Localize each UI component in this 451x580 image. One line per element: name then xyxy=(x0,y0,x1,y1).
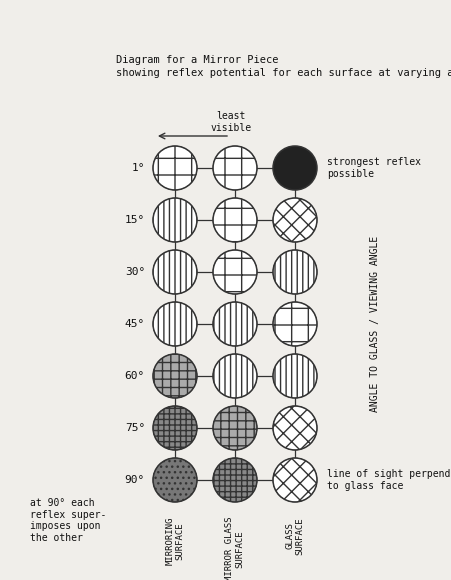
Circle shape xyxy=(212,354,257,398)
Circle shape xyxy=(272,354,316,398)
Circle shape xyxy=(152,354,197,398)
Circle shape xyxy=(212,302,257,346)
Text: Diagram for a Mirror Piece: Diagram for a Mirror Piece xyxy=(116,55,278,65)
Circle shape xyxy=(212,354,257,398)
Circle shape xyxy=(152,354,197,398)
Text: 15°: 15° xyxy=(124,215,145,225)
Circle shape xyxy=(152,250,197,294)
Circle shape xyxy=(212,458,257,502)
Circle shape xyxy=(152,198,197,242)
Circle shape xyxy=(212,406,257,450)
Circle shape xyxy=(272,406,316,450)
Text: least
visible: least visible xyxy=(210,111,251,133)
Circle shape xyxy=(272,146,316,190)
Circle shape xyxy=(152,302,197,346)
Circle shape xyxy=(272,406,316,450)
Circle shape xyxy=(272,458,316,502)
Text: MIRRORING
SURFACE: MIRRORING SURFACE xyxy=(165,517,184,566)
Circle shape xyxy=(212,458,257,502)
Circle shape xyxy=(212,302,257,346)
Circle shape xyxy=(272,198,316,242)
Text: 30°: 30° xyxy=(124,267,145,277)
Circle shape xyxy=(272,458,316,502)
Text: ANGLE TO GLASS / VIEWING ANGLE: ANGLE TO GLASS / VIEWING ANGLE xyxy=(369,236,379,412)
Text: 1°: 1° xyxy=(131,163,145,173)
Circle shape xyxy=(212,250,257,294)
Circle shape xyxy=(272,198,316,242)
Circle shape xyxy=(152,406,197,450)
Text: 75°: 75° xyxy=(124,423,145,433)
Text: line of sight perpendicular
to glass face: line of sight perpendicular to glass fac… xyxy=(326,469,451,491)
Circle shape xyxy=(152,250,197,294)
Text: 60°: 60° xyxy=(124,371,145,381)
Circle shape xyxy=(152,458,197,502)
Text: GLASS
SURFACE: GLASS SURFACE xyxy=(285,517,304,554)
Circle shape xyxy=(152,302,197,346)
Circle shape xyxy=(212,250,257,294)
Circle shape xyxy=(272,302,316,346)
Circle shape xyxy=(152,458,197,502)
Text: showing reflex potential for each surface at varying angles: showing reflex potential for each surfac… xyxy=(116,68,451,78)
Circle shape xyxy=(272,250,316,294)
Circle shape xyxy=(272,302,316,346)
Circle shape xyxy=(212,146,257,190)
Circle shape xyxy=(212,198,257,242)
Circle shape xyxy=(152,146,197,190)
Text: 90°: 90° xyxy=(124,475,145,485)
Text: strongest reflex
possible: strongest reflex possible xyxy=(326,157,420,179)
Circle shape xyxy=(272,146,316,190)
Text: 45°: 45° xyxy=(124,319,145,329)
Circle shape xyxy=(212,146,257,190)
Text: MIRROR GLASS
SURFACE: MIRROR GLASS SURFACE xyxy=(225,517,244,580)
Circle shape xyxy=(152,198,197,242)
Circle shape xyxy=(212,198,257,242)
Circle shape xyxy=(152,146,197,190)
Text: at 90° each
reflex super-
imposes upon
the other: at 90° each reflex super- imposes upon t… xyxy=(30,498,106,543)
Circle shape xyxy=(152,406,197,450)
Circle shape xyxy=(272,250,316,294)
Circle shape xyxy=(272,354,316,398)
Circle shape xyxy=(212,406,257,450)
